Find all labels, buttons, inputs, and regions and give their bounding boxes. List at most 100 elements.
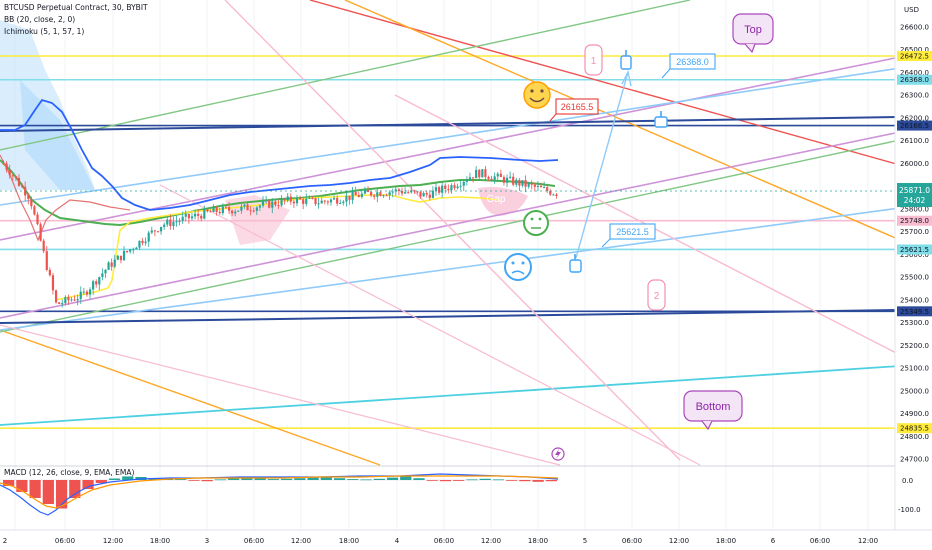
macd-bar: [386, 477, 399, 480]
candle-body: [326, 201, 329, 203]
candle-body: [475, 169, 478, 179]
candle-body: [5, 163, 8, 170]
candle-body: [280, 199, 283, 206]
time-tick-label: 12:00: [291, 537, 311, 545]
candle-body: [354, 191, 357, 196]
candle-body: [209, 211, 212, 213]
candle-body: [283, 199, 286, 201]
candle-body: [539, 185, 543, 188]
candle-body: [101, 273, 104, 278]
time-tick-label: 18:00: [150, 537, 170, 545]
price-level-label: 25621.5: [900, 246, 929, 254]
candle-body: [536, 185, 540, 187]
candle-body: [73, 299, 76, 301]
pink-trendline-3: [159, 184, 701, 466]
callout-25621[interactable]: 25621.5: [601, 223, 656, 248]
pointer-right-icon[interactable]: [654, 111, 668, 128]
candle-body: [116, 255, 119, 260]
price-levels: [0, 55, 895, 429]
time-tick-label: 06:00: [810, 537, 830, 545]
candle-body: [496, 173, 499, 177]
trendlines[interactable]: [0, 0, 901, 466]
candle-body: [51, 275, 55, 291]
macd-legend[interactable]: MACD (12, 26, close, 9, EMA, EMA): [4, 468, 135, 477]
candle-body: [20, 185, 24, 187]
neutral-emoji-icon[interactable]: [523, 210, 549, 236]
price-tick-label: 25800.0: [900, 205, 929, 213]
price-tick-label: 26100.0: [900, 137, 929, 145]
price-level-tag: [897, 423, 932, 434]
time-tick-label: 18:00: [528, 537, 548, 545]
candle-body: [184, 214, 187, 217]
happy-emoji-icon[interactable]: [523, 81, 551, 109]
callout-step-2[interactable]: 2: [647, 279, 666, 311]
candle-body: [373, 195, 376, 197]
candle-body: [249, 210, 252, 212]
confused-emoji-icon[interactable]: [504, 253, 532, 281]
macd-bar: [545, 480, 557, 482]
candle-body: [200, 215, 203, 219]
macd-bar: [16, 480, 28, 492]
candle-body: [481, 169, 484, 178]
candle-body: [323, 200, 326, 202]
candle-body: [397, 189, 401, 192]
candle-body: [203, 209, 206, 219]
callout-25621-label: 25621.5: [616, 227, 649, 237]
pointer-down-icon[interactable]: [569, 254, 582, 273]
callout-26165[interactable]: 26165.5: [549, 98, 599, 122]
candle-body: [135, 247, 138, 250]
symbol-legend[interactable]: BTCUSD Perpetual Contract, 30, BYBIT: [4, 3, 148, 12]
macd-bar: [55, 480, 68, 509]
macd-bar: [267, 479, 279, 480]
price-axis[interactable]: [895, 0, 932, 530]
price-level-tags: 26472.5 26368.0 26166.5 25748.0 25621.5 25349…: [897, 50, 932, 434]
macd-bar: [347, 479, 359, 480]
green-trendline-lower: [0, 139, 901, 333]
candle-body: [147, 232, 150, 242]
candle-body: [521, 180, 524, 186]
candle-body: [376, 192, 379, 197]
macd-bar: [122, 476, 134, 480]
callout-bottom[interactable]: Bottom: [683, 390, 743, 431]
candle-body: [543, 187, 546, 189]
time-tick-label: 12:00: [858, 537, 878, 545]
price-axis-ticks: 26600.0 26500.0 26400.0 26300.0 26200.0 26100…: [900, 24, 929, 464]
candle-body: [88, 289, 92, 295]
lightning-icon[interactable]: [551, 447, 565, 461]
candle-body: [505, 177, 509, 183]
candle-body: [320, 200, 323, 204]
time-axis-ticks[interactable]: 2 06:00 12:00 18:00 3 06:00 12:00 18:00 4 06:00 12…: [3, 537, 878, 545]
macd-bar: [29, 480, 41, 498]
candle-body: [493, 176, 496, 180]
callout-step-1[interactable]: 1: [584, 44, 603, 76]
bb-legend[interactable]: BB (20, close, 2, 0): [4, 15, 76, 24]
candle-body: [144, 241, 147, 244]
candle-body: [163, 224, 166, 227]
candle-body: [302, 199, 305, 204]
candle-body: [258, 205, 262, 208]
macd-bar: [95, 480, 107, 483]
macd-bar: [333, 478, 346, 480]
callout-26368[interactable]: 26368.0: [661, 53, 716, 79]
candle-body: [478, 169, 481, 178]
candle-body: [190, 216, 194, 219]
time-tick-label: 18:00: [339, 537, 359, 545]
ichimoku-legend[interactable]: Ichimoku (5, 1, 57, 1): [4, 27, 85, 36]
green-trendline-upper: [0, 0, 691, 151]
candle-body: [447, 188, 450, 191]
callout-top[interactable]: Top: [732, 13, 774, 54]
blue-trendline-lower: [0, 207, 901, 331]
candle-body: [178, 220, 181, 222]
pointer-up-icon[interactable]: [620, 50, 632, 70]
time-tick-label: 06:00: [622, 537, 642, 545]
price-tick-label: 25100.0: [900, 365, 929, 373]
price-level-label: 26166.5: [900, 122, 929, 130]
candle-body: [76, 299, 79, 301]
ichimoku-cloud: [0, 20, 95, 190]
orange-trendline-upper: [344, 0, 901, 241]
price-tick-label: 25000.0: [900, 387, 929, 395]
time-tick-label: 3: [205, 537, 209, 545]
candle-body: [431, 190, 434, 198]
time-tick-label: 06:00: [244, 537, 264, 545]
